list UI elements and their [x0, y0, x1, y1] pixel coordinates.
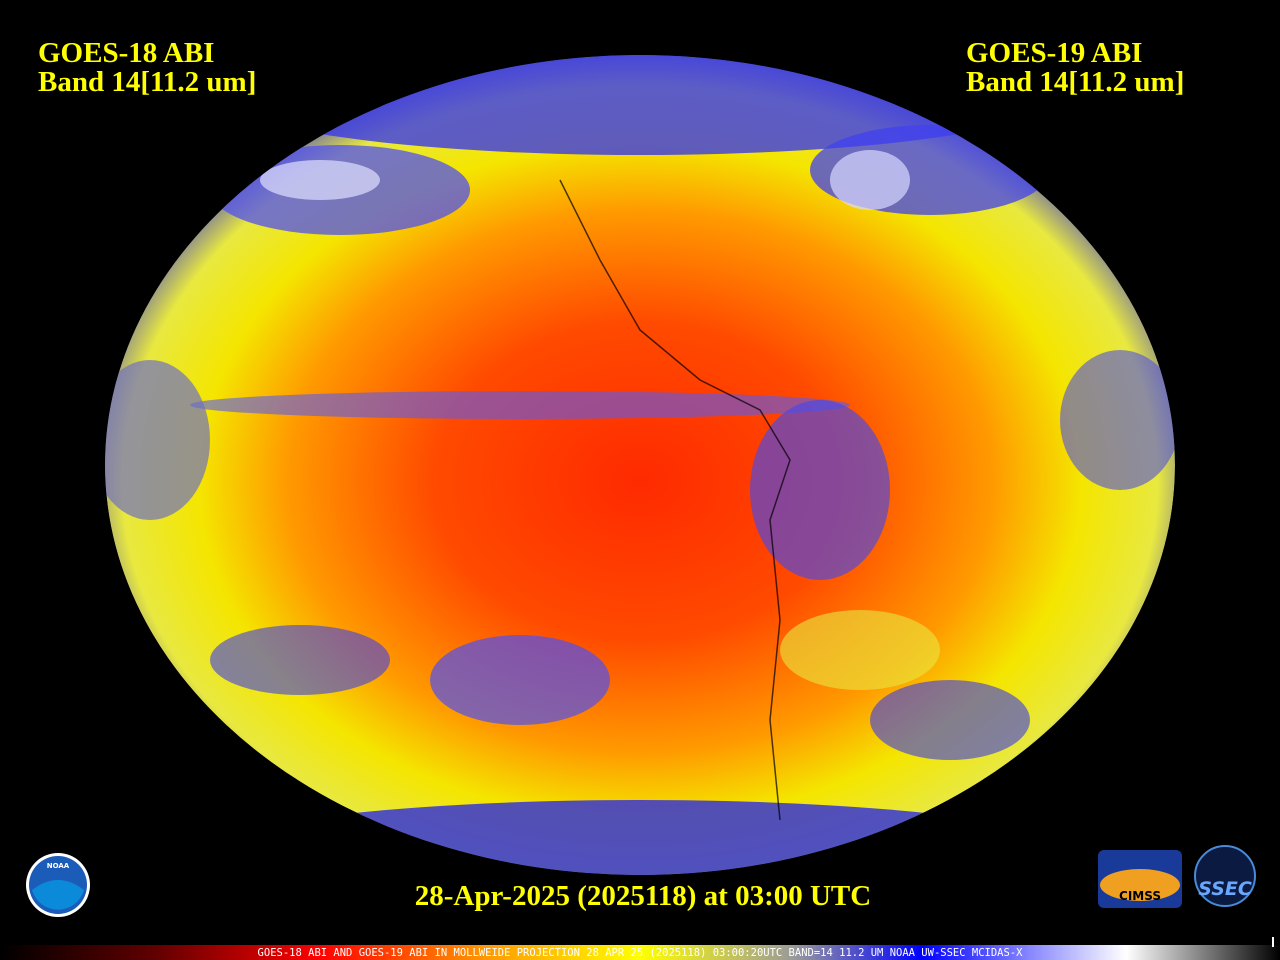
color-bar: [0, 945, 1280, 960]
cimss-label: CIMSS: [1119, 889, 1161, 903]
noaa-label: NOAA: [47, 862, 70, 870]
right-sat-title: GOES-19 ABI: [966, 37, 1142, 69]
bar-marker: [1272, 937, 1274, 947]
right-band: Band 14[11.2 um]: [966, 66, 1184, 98]
cimss-logo: CIMSS: [1098, 850, 1182, 908]
left-band: Band 14[11.2 um]: [38, 66, 256, 98]
left-sat-title: GOES-18 ABI: [38, 37, 214, 69]
footer-caption: GOES-18 ABI AND GOES-19 ABI IN MOLLWEIDE…: [258, 947, 1024, 959]
ssec-label: SSEC: [1198, 878, 1252, 900]
timestamp: 28-Apr-2025 (2025118) at 03:00 UTC: [415, 880, 871, 912]
noaa-logo: NOAA: [26, 853, 90, 917]
ssec-logo: SSEC: [1194, 845, 1256, 907]
